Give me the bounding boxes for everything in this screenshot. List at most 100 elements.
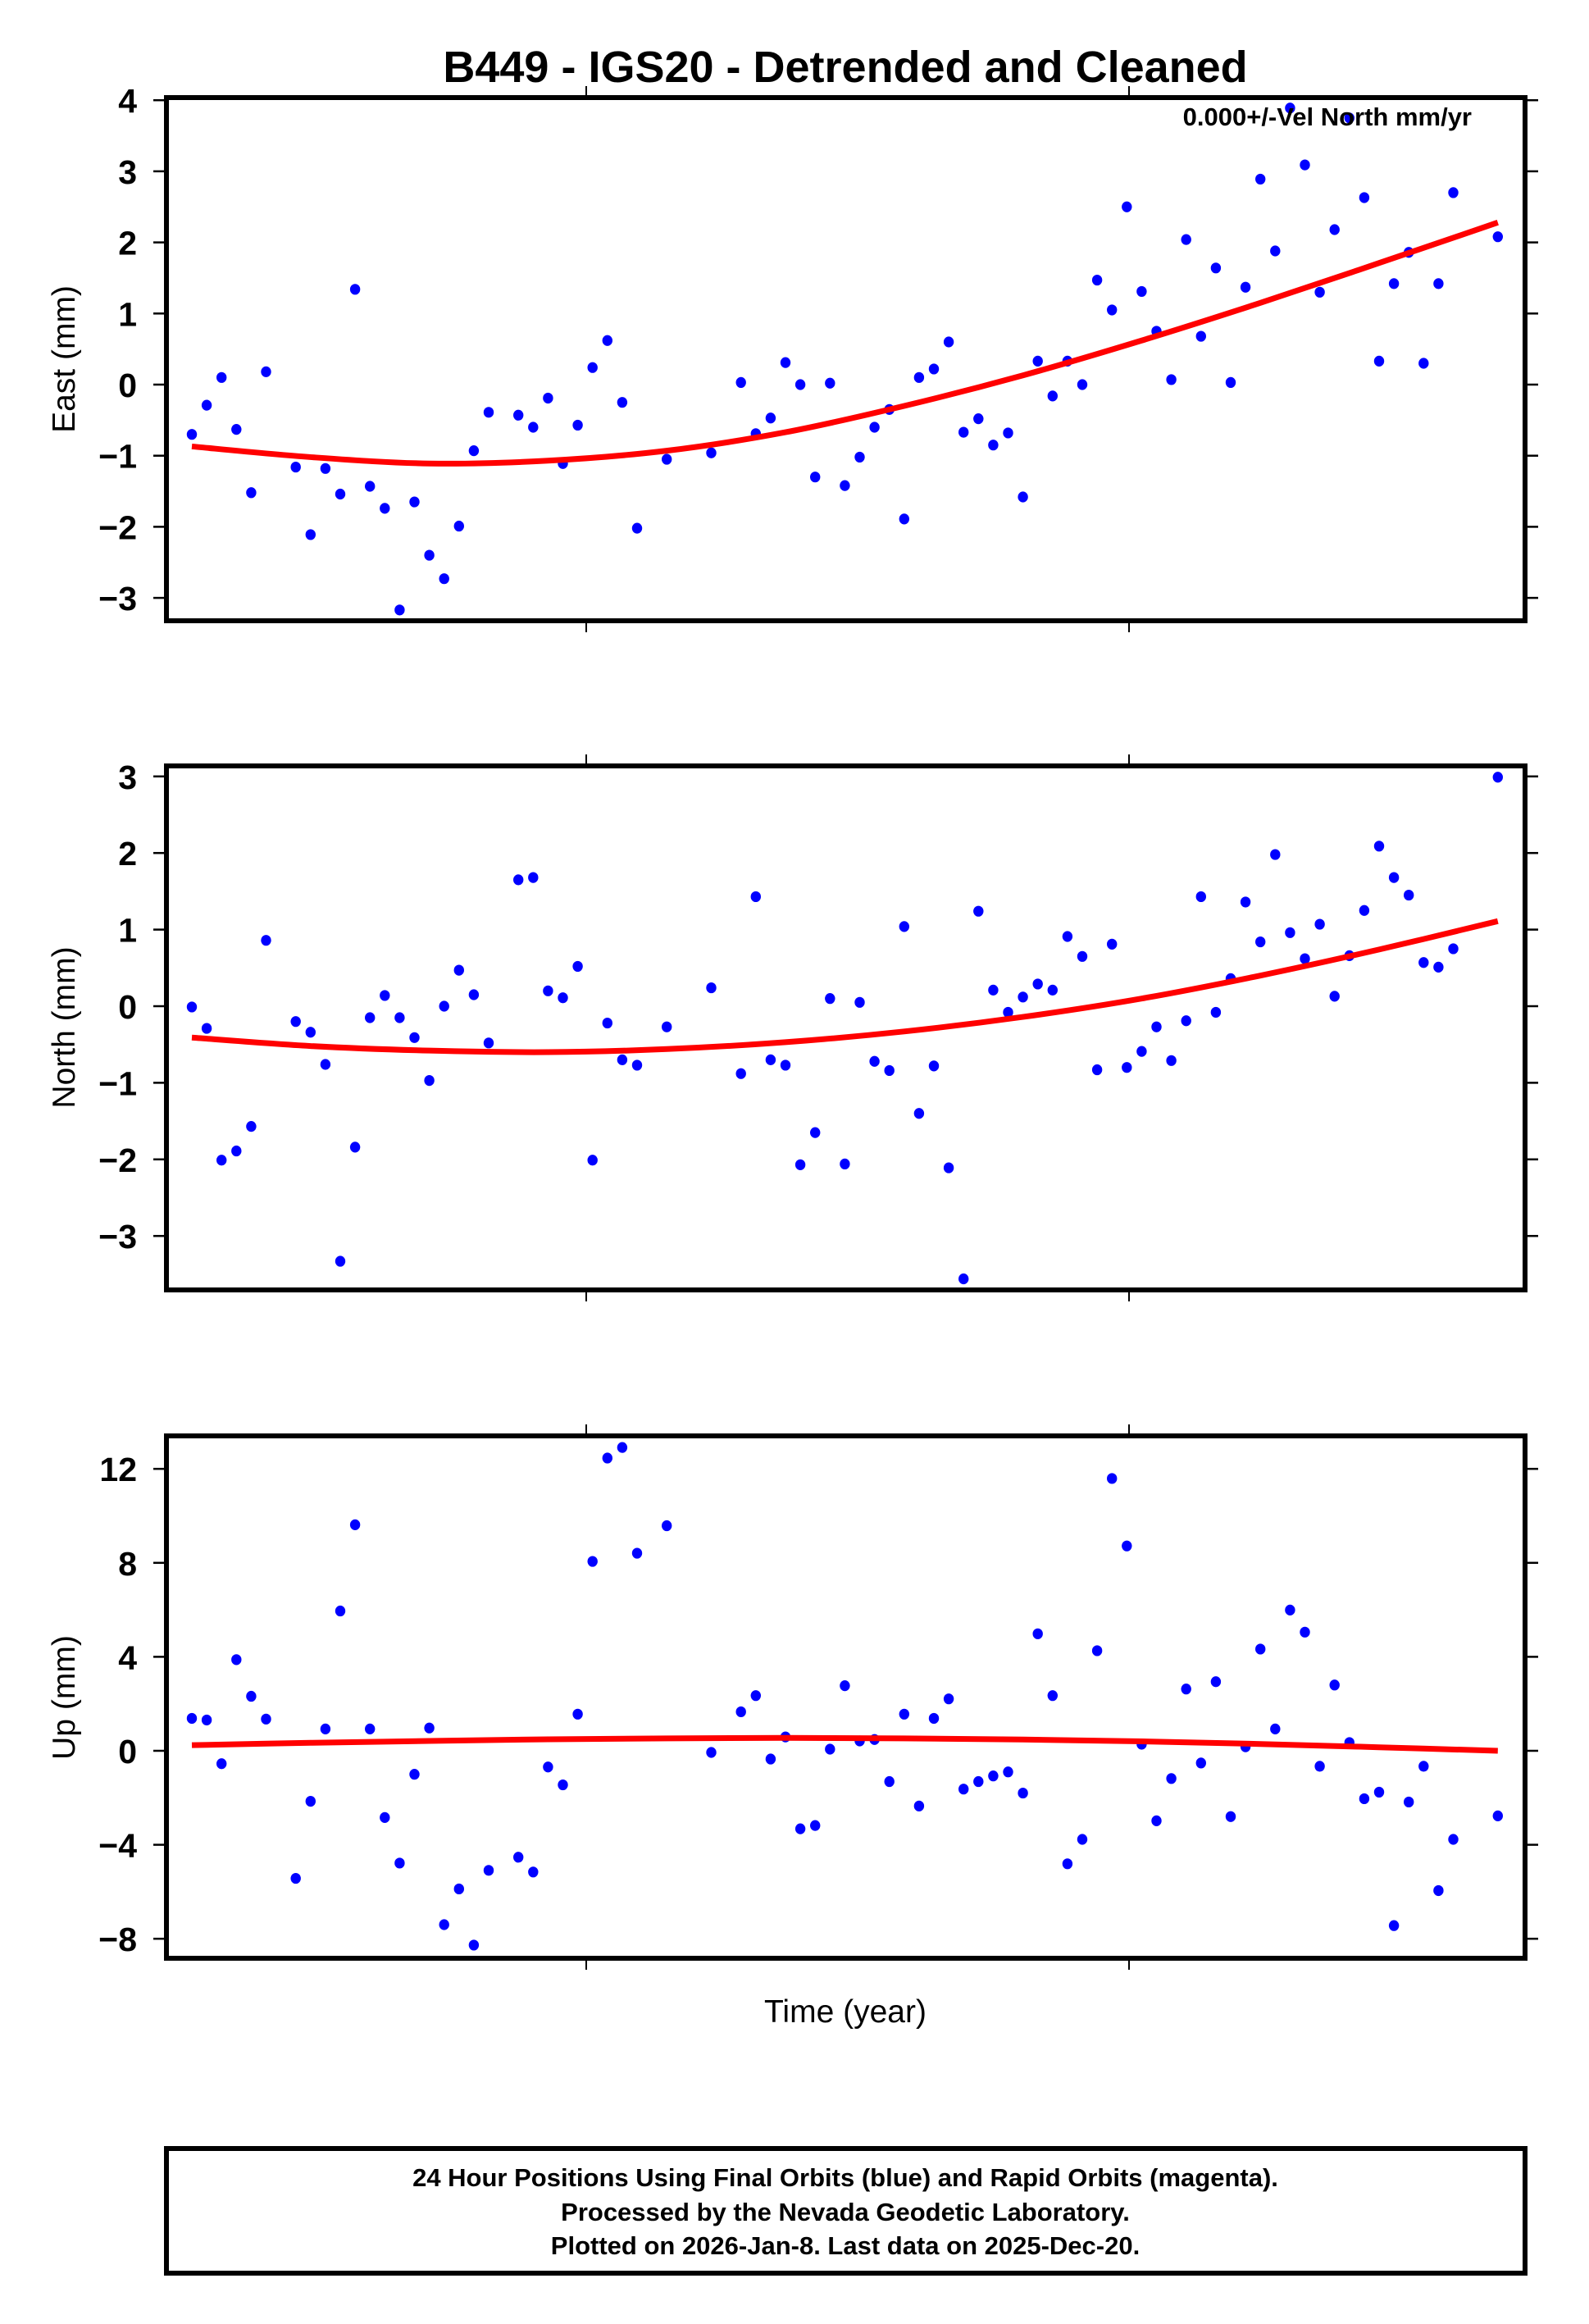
data-point: [840, 1680, 850, 1692]
data-point: [305, 1027, 316, 1038]
east-panel: 4 3 2 1 0 −1 −2 −3 East (mm): [47, 82, 1538, 632]
data-point: [1032, 978, 1043, 990]
data-point: [765, 412, 776, 424]
data-point: [1210, 1676, 1222, 1688]
y-tick-label: 1: [118, 295, 137, 333]
north-axis-title: North (mm): [47, 946, 82, 1108]
data-point: [1151, 1815, 1162, 1826]
y-tick-label: 8: [118, 1545, 137, 1583]
data-point: [409, 1032, 420, 1043]
data-point: [453, 964, 464, 976]
data-point: [988, 984, 999, 996]
data-point: [913, 1800, 925, 1811]
data-point: [810, 472, 821, 483]
y-tick-label: 1: [118, 912, 137, 950]
data-point: [631, 1059, 643, 1071]
y-tick-label: −3: [98, 1218, 137, 1255]
east-axis-title: East (mm): [47, 285, 82, 433]
data-point: [380, 990, 390, 1001]
data-point: [468, 445, 480, 457]
data-point: [899, 513, 910, 525]
data-point: [1136, 285, 1147, 298]
data-point: [186, 1712, 198, 1725]
data-point: [1225, 1811, 1236, 1822]
data-point: [1448, 1834, 1459, 1845]
data-point: [1107, 1473, 1118, 1484]
data-point: [973, 1775, 984, 1788]
data-point: [617, 1442, 628, 1453]
data-point: [1255, 936, 1266, 948]
east-fit-curve: [191, 220, 1499, 467]
data-point: [349, 1519, 361, 1530]
data-point: [1240, 896, 1251, 908]
y-tick-label: −3: [98, 580, 137, 617]
data-point: [365, 1012, 376, 1023]
data-point: [468, 989, 480, 1000]
data-point: [1122, 1540, 1132, 1552]
data-point: [1136, 1046, 1147, 1057]
data-point: [928, 363, 940, 375]
data-point: [1270, 245, 1281, 257]
data-point: [1404, 889, 1414, 901]
data-point: [528, 1866, 539, 1878]
north-fit-curve: [191, 918, 1499, 1055]
y-tick-label: 2: [118, 225, 137, 262]
data-point: [1166, 374, 1177, 385]
data-point: [884, 1775, 895, 1788]
data-point: [706, 447, 717, 458]
data-point: [1314, 1761, 1325, 1772]
y-tick-label: 0: [118, 988, 137, 1026]
velocity-annotation: 0.000+/-Vel North mm/yr: [1183, 103, 1472, 131]
data-point: [617, 1054, 628, 1065]
data-point: [1181, 234, 1191, 245]
data-point: [1062, 931, 1073, 942]
data-point: [349, 1141, 361, 1153]
data-point: [335, 488, 346, 500]
data-point: [1388, 278, 1400, 289]
data-point: [587, 362, 598, 373]
data-point: [943, 1693, 954, 1705]
data-point: [424, 1074, 435, 1087]
data-point: [483, 1865, 494, 1876]
y-tick-label: 0: [118, 1733, 137, 1770]
data-point: [558, 992, 568, 1004]
data-point: [602, 1452, 612, 1464]
data-point: [1492, 772, 1504, 783]
data-point: [825, 993, 835, 1005]
data-point: [662, 453, 672, 465]
data-point: [735, 376, 746, 388]
up-axis-title: Up (mm): [47, 1635, 82, 1760]
data-point: [899, 1708, 910, 1720]
data-point: [528, 872, 539, 883]
data-point: [261, 366, 271, 377]
data-point: [825, 1743, 835, 1755]
data-point: [1300, 1626, 1310, 1638]
data-point: [201, 1023, 212, 1034]
y-tick-label: 4: [118, 1638, 137, 1676]
data-point: [928, 1060, 940, 1072]
data-point: [1107, 938, 1118, 950]
data-point: [349, 284, 361, 295]
y-tick-label: 0: [118, 367, 137, 404]
east-plot-frame: [164, 95, 1528, 623]
data-point: [1181, 1015, 1191, 1027]
data-point: [439, 1919, 449, 1930]
data-point: [201, 1714, 212, 1726]
data-point: [1255, 173, 1266, 185]
data-point: [662, 1520, 672, 1532]
north-data-points: [186, 772, 1504, 1285]
data-point: [988, 1770, 999, 1782]
data-point: [1032, 355, 1043, 367]
data-point: [1062, 1858, 1073, 1870]
data-point: [1270, 849, 1281, 860]
data-point: [913, 1108, 925, 1119]
data-point: [320, 463, 331, 474]
figure-title: B449 - IGS20 - Detrended and Cleaned: [443, 43, 1247, 92]
data-point: [899, 921, 910, 932]
data-point: [1285, 1604, 1295, 1615]
data-point: [1492, 1810, 1504, 1821]
y-tick-label: 2: [118, 835, 137, 873]
data-point: [1270, 1723, 1281, 1734]
data-point: [409, 496, 420, 508]
